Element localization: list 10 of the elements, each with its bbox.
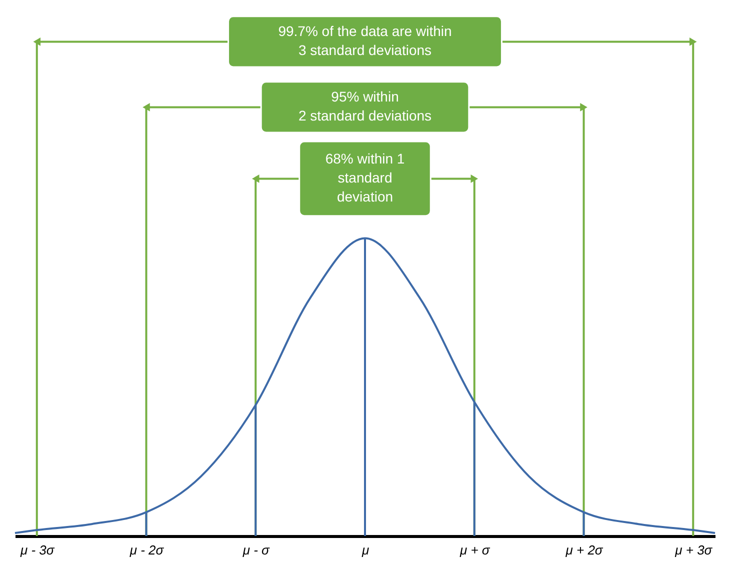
x-tick-label: μ + σ: [458, 542, 491, 558]
text: 68% within 1 standard deviation: [325, 150, 405, 205]
x-tick-label: μ + 2σ: [564, 542, 604, 558]
x-tick-label: μ: [360, 542, 370, 558]
text: 95% within 2 standard deviations: [298, 88, 432, 124]
x-tick-label: μ + 3σ: [674, 542, 714, 558]
x-tick-label: μ - 3σ: [20, 542, 56, 558]
text: 99.7% of the data are within 3 standard deviations: [278, 23, 452, 58]
x-tick-label: μ - σ: [242, 542, 271, 558]
x-tick-label: μ - 2σ: [128, 542, 165, 558]
